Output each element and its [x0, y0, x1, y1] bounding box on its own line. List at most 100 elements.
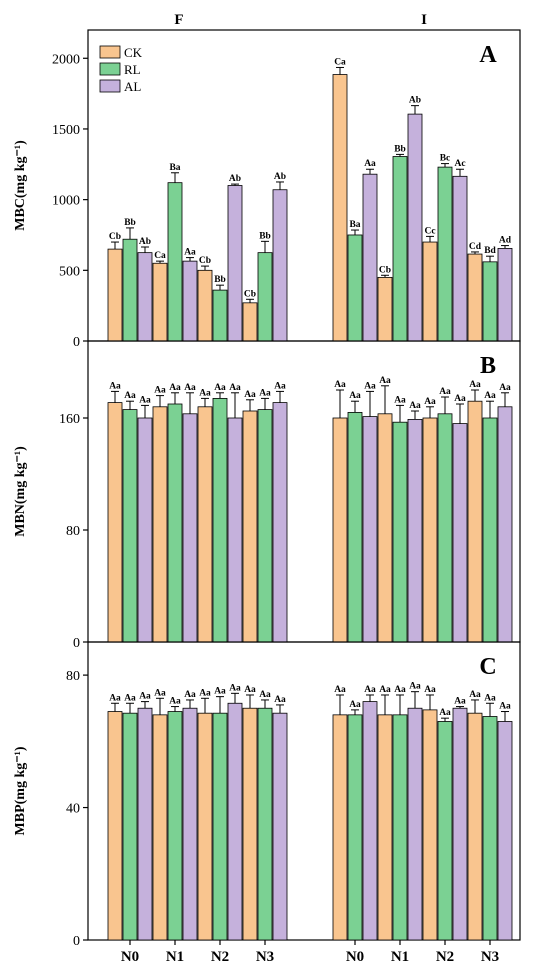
bar-al-n2 [227, 417, 243, 643]
bar-al-n1 [182, 260, 198, 342]
significance-letter: Aa [199, 388, 211, 398]
significance-letter: Cb [109, 232, 121, 242]
significance-letter: Ba [349, 220, 360, 230]
significance-letter: Aa [334, 685, 346, 695]
bar-rl-n1 [392, 714, 408, 941]
bar-al-n2 [452, 707, 468, 941]
bar-ck-n3 [242, 302, 258, 342]
significance-letter: Ad [499, 236, 512, 246]
significance-letter: Bb [259, 231, 271, 241]
bar-al-n3 [272, 402, 288, 643]
bar-al-n1 [407, 418, 423, 643]
bar-ck-n0 [107, 402, 123, 643]
bar-al-n1 [182, 707, 198, 941]
x-tick-label: N2 [436, 949, 454, 965]
significance-letter: Ca [154, 251, 166, 261]
bar-ck-n0 [332, 74, 348, 342]
significance-letter: Aa [334, 380, 346, 390]
significance-letter: Bb [394, 144, 406, 154]
bar-ck-n0 [332, 417, 348, 643]
x-tick-label: N0 [346, 949, 364, 965]
y-tick-label: 40 [66, 802, 80, 817]
bar-rl-n2 [437, 166, 453, 342]
significance-letter: Aa [169, 383, 181, 393]
panel-letter: A [479, 42, 497, 68]
bar-ck-n0 [107, 248, 123, 342]
significance-letter: Cd [469, 242, 482, 252]
significance-letter: Aa [199, 688, 211, 698]
bar-al-n0 [362, 173, 378, 342]
significance-letter: Aa [469, 690, 481, 700]
bar-rl-n1 [167, 711, 183, 941]
significance-letter: Aa [229, 683, 241, 693]
significance-letter: Aa [259, 388, 271, 398]
y-axis-label: MBN(mg kg⁻¹) [13, 446, 28, 537]
significance-letter: Aa [379, 685, 391, 695]
significance-letter: Aa [439, 387, 451, 397]
bar-al-n0 [362, 701, 378, 941]
significance-letter: Bc [440, 154, 451, 164]
significance-letter: Aa [154, 386, 166, 396]
bar-ck-n3 [467, 400, 483, 643]
x-tick-label: N1 [166, 949, 184, 965]
bar-rl-n1 [167, 403, 183, 643]
bar-rl-n3 [482, 261, 498, 342]
bar-al-n1 [182, 413, 198, 643]
legend-label-rl: RL [124, 62, 141, 77]
significance-letter: Aa [394, 685, 406, 695]
significance-letter: Cb [244, 289, 256, 299]
bar-rl-n2 [212, 289, 228, 342]
x-tick-label: N2 [211, 949, 229, 965]
bar-rl-n2 [212, 397, 228, 643]
significance-letter: Ba [169, 163, 180, 173]
bar-al-n2 [227, 185, 243, 342]
bar-al-n0 [362, 416, 378, 643]
significance-letter: Aa [229, 383, 241, 393]
significance-letter: Aa [409, 682, 421, 692]
bar-al-n3 [497, 721, 513, 941]
significance-letter: Aa [454, 394, 466, 404]
significance-letter: Aa [124, 391, 136, 401]
bar-ck-n1 [377, 276, 393, 342]
y-tick-label: 2000 [52, 52, 80, 67]
bar-rl-n2 [437, 721, 453, 941]
panel-letter: C [479, 654, 496, 680]
significance-letter: Aa [349, 700, 361, 710]
significance-letter: Aa [184, 383, 196, 393]
significance-letter: Aa [169, 697, 181, 707]
bar-rl-n3 [482, 716, 498, 941]
bar-ck-n3 [467, 712, 483, 941]
legend-label-ck: CK [124, 45, 143, 60]
significance-letter: Aa [184, 690, 196, 700]
bar-al-n3 [497, 406, 513, 643]
bar-ck-n3 [467, 253, 483, 342]
y-tick-label: 500 [59, 264, 80, 279]
bar-ck-n3 [242, 707, 258, 941]
significance-letter: Aa [439, 708, 451, 718]
significance-letter: Aa [394, 395, 406, 405]
y-axis-label: MBC(mg kg⁻¹) [13, 140, 28, 231]
bar-rl-n3 [482, 417, 498, 643]
bar-rl-n3 [257, 409, 273, 643]
bar-al-n3 [272, 712, 288, 941]
significance-letter: Ab [409, 96, 421, 106]
bar-ck-n2 [197, 269, 213, 342]
significance-letter: Aa [184, 248, 196, 258]
bar-ck-n1 [152, 406, 168, 643]
significance-letter: Aa [244, 685, 256, 695]
significance-letter: Cb [379, 265, 391, 275]
legend-swatch-al [99, 79, 121, 93]
group-label-f: F [174, 12, 183, 28]
panel-frame [87, 641, 521, 941]
significance-letter: Aa [349, 391, 361, 401]
y-tick-label: 0 [73, 934, 80, 949]
bar-al-n1 [407, 113, 423, 342]
bar-rl-n3 [257, 707, 273, 941]
significance-letter: Aa [124, 693, 136, 703]
significance-letter: Aa [424, 685, 436, 695]
significance-letter: Aa [499, 383, 511, 393]
legend: CK RL AL [99, 45, 143, 94]
